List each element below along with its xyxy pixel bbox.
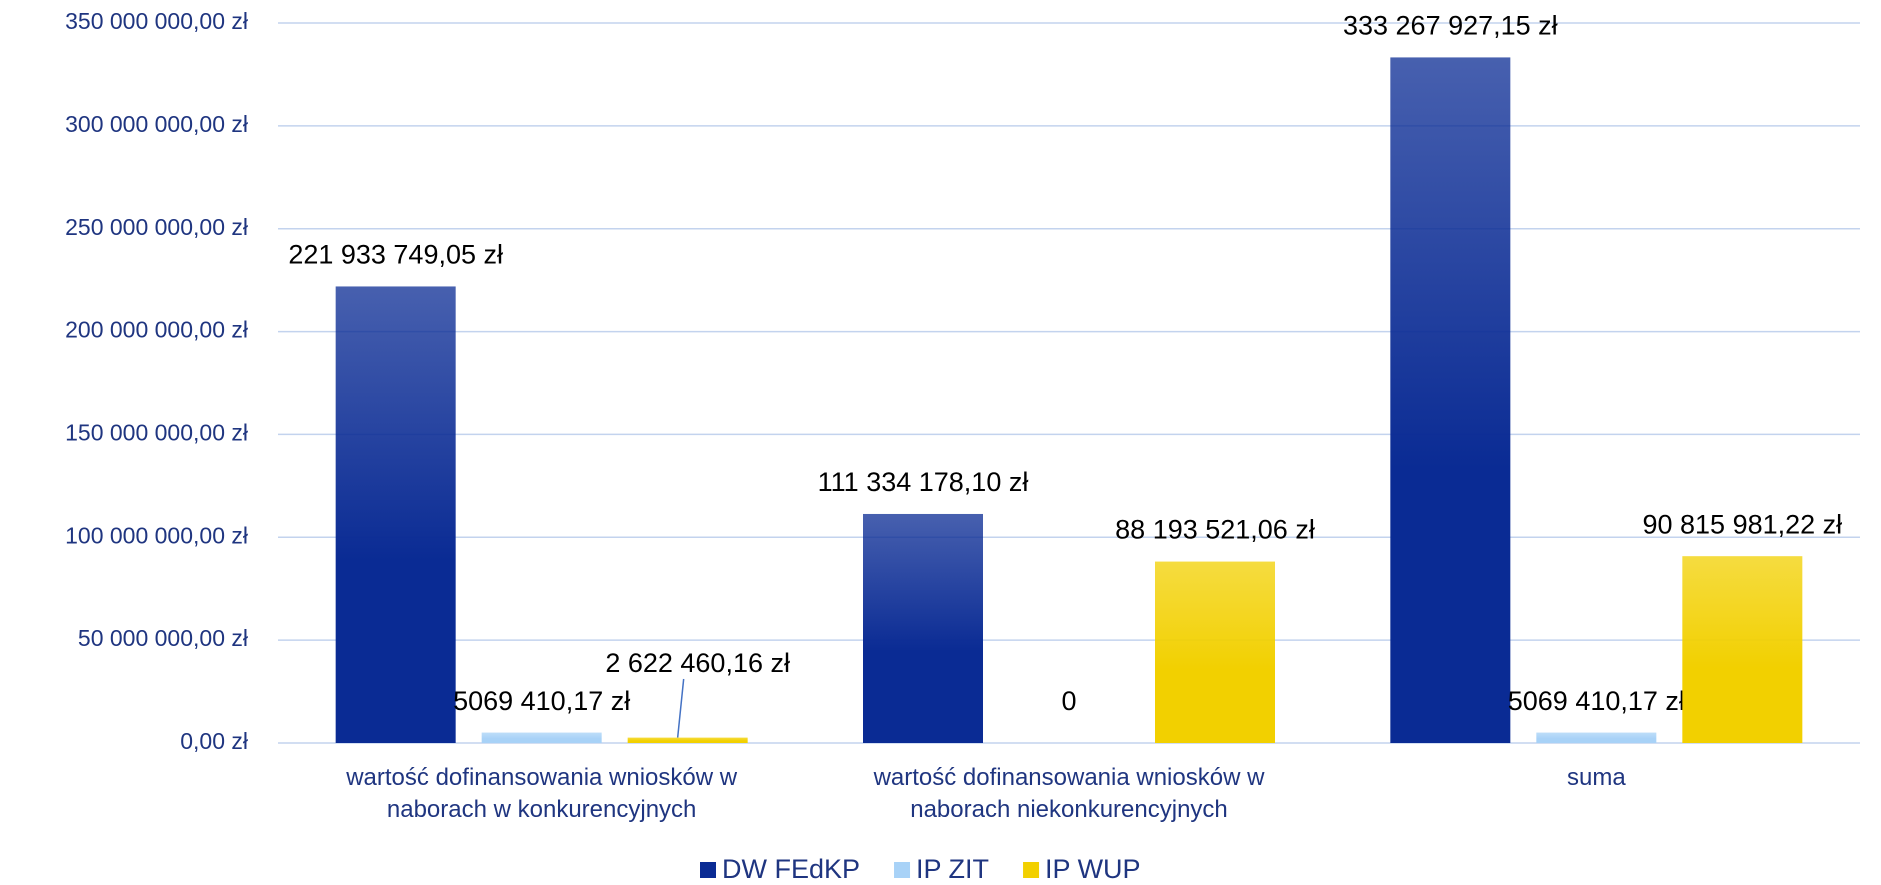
x-tick-label: wartość dofinansowania wniosków w nabora… (873, 764, 1265, 823)
y-tick-label: 250 000 000,00 zł (65, 214, 248, 240)
y-tick-label: 0,00 zł (180, 728, 248, 754)
y-tick-label: 200 000 000,00 zł (65, 317, 248, 343)
data-label: 2 622 460,16 zł (605, 648, 790, 678)
bar (1155, 561, 1275, 743)
legend-swatch (1023, 862, 1040, 878)
x-tick-label: suma (1566, 764, 1626, 791)
data-label: 5069 410,17 zł (1508, 686, 1685, 716)
bar (481, 732, 602, 743)
bar (1536, 732, 1657, 743)
data-label: 0 (1061, 686, 1076, 716)
data-label: 111 334 178,10 zł (818, 467, 1029, 497)
y-tick-label: 100 000 000,00 zł (65, 522, 248, 548)
y-tick-label: 150 000 000,00 zł (65, 420, 248, 446)
data-label: 333 267 927,15 zł (1343, 11, 1558, 41)
legend-swatch (700, 862, 716, 878)
data-label: 90 815 981,22 zł (1642, 509, 1842, 539)
y-tick-label: 50 000 000,00 zł (78, 625, 248, 651)
legend-label: DW FEdKP (722, 854, 860, 884)
legend-label: IP ZIT (916, 854, 989, 884)
y-tick-label: 300 000 000,00 zł (65, 111, 248, 137)
y-tick-label: 350 000 000,00 zł (65, 8, 248, 34)
data-label: 88 193 521,06 zł (1115, 515, 1315, 545)
leader-line (676, 678, 685, 738)
bar (863, 513, 983, 743)
legend-swatch (894, 862, 911, 878)
legend-label: IP WUP (1045, 854, 1141, 884)
bar (1390, 57, 1511, 743)
bar (627, 737, 748, 743)
data-label: 221 933 749,05 zł (288, 240, 503, 270)
data-label: 5069 410,17 zł (453, 686, 630, 716)
x-tick-label: wartość dofinansowania wniosków w nabora… (346, 764, 738, 823)
bar (1682, 556, 1803, 743)
bar (335, 286, 456, 743)
